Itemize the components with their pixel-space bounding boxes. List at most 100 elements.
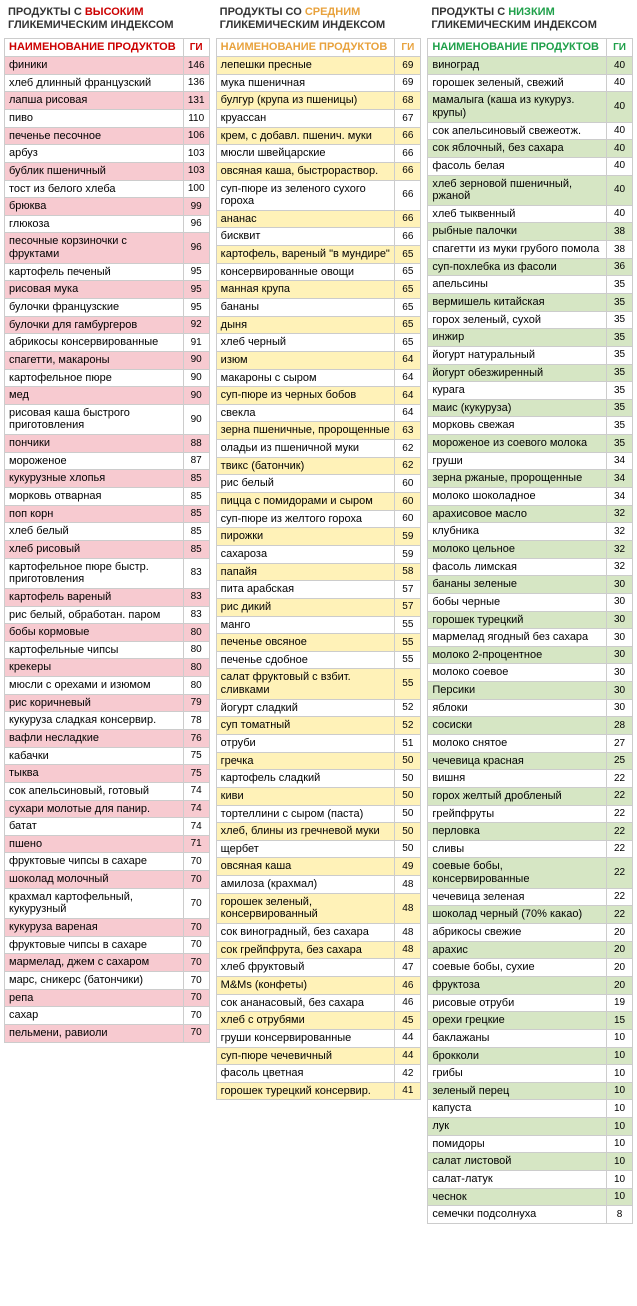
- product-name: горошек зеленый, консервированный: [216, 893, 395, 923]
- product-gi: 55: [395, 669, 421, 699]
- table-row: клубника32: [428, 523, 633, 541]
- table-row: манго55: [216, 616, 421, 634]
- table-row: тост из белого хлеба100: [5, 180, 210, 198]
- product-gi: 85: [183, 540, 209, 558]
- product-name: горошек турецкий консервир.: [216, 1082, 395, 1100]
- table-row: грейпфруты22: [428, 805, 633, 823]
- table-row: мармелад, джем с сахаром70: [5, 954, 210, 972]
- table-row: абрикосы свежие20: [428, 924, 633, 942]
- table-row: фасоль цветная42: [216, 1065, 421, 1083]
- table-row: суп-похлебка из фасоли36: [428, 258, 633, 276]
- table-row: апельсины35: [428, 276, 633, 294]
- product-gi: 50: [395, 840, 421, 858]
- product-name: хлеб белый: [5, 523, 184, 541]
- product-name: бобы черные: [428, 593, 607, 611]
- product-gi: 10: [607, 1188, 633, 1206]
- product-name: курага: [428, 382, 607, 400]
- product-name: сок грейпфрута, без сахара: [216, 941, 395, 959]
- product-name: печенье овсяное: [216, 634, 395, 652]
- product-name: молоко снятое: [428, 735, 607, 753]
- product-name: лапша рисовая: [5, 92, 184, 110]
- columns-container: ПРОДУКТЫ С ВЫСОКИМ ГЛИКЕМИЧЕСКИМ ИНДЕКСО…: [4, 4, 633, 1224]
- table-row: овсяная каша, быстрораствор.66: [216, 162, 421, 180]
- table-row: лепешки пресные69: [216, 57, 421, 75]
- product-name: ананас: [216, 210, 395, 228]
- product-name: круассан: [216, 109, 395, 127]
- table-row: йогурт обезжиренный35: [428, 364, 633, 382]
- table-row: хлеб фруктовый47: [216, 959, 421, 977]
- product-name: M&Ms (конфеты): [216, 976, 395, 994]
- product-gi: 30: [607, 593, 633, 611]
- table-row: сахароза59: [216, 545, 421, 563]
- product-gi: 59: [395, 528, 421, 546]
- table-row: суп-пюре из черных бобов64: [216, 387, 421, 405]
- product-name: сахар: [5, 1007, 184, 1025]
- table-row: киви50: [216, 787, 421, 805]
- table-row: брокколи10: [428, 1047, 633, 1065]
- table-row: брюква99: [5, 198, 210, 216]
- product-name: хлеб черный: [216, 334, 395, 352]
- table-row: мед90: [5, 387, 210, 405]
- product-name: песочные корзиночки с фруктами: [5, 233, 184, 263]
- product-gi: 70: [183, 954, 209, 972]
- product-gi: 78: [183, 712, 209, 730]
- product-name: фасоль белая: [428, 157, 607, 175]
- product-gi: 34: [607, 470, 633, 488]
- product-gi: 30: [607, 611, 633, 629]
- table-row: картофельные чипсы80: [5, 641, 210, 659]
- product-name: поп корн: [5, 505, 184, 523]
- product-gi: 60: [395, 510, 421, 528]
- product-gi: 66: [395, 210, 421, 228]
- table-row: тыква75: [5, 765, 210, 783]
- table-row: суп-пюре из желтого гороха60: [216, 510, 421, 528]
- product-gi: 85: [183, 470, 209, 488]
- product-gi: 110: [183, 109, 209, 127]
- product-name: вафли несладкие: [5, 730, 184, 748]
- table-row: фасоль лимская32: [428, 558, 633, 576]
- table-row: чечевица зеленая22: [428, 888, 633, 906]
- table-row: печенье сдобное55: [216, 651, 421, 669]
- product-name: бисквит: [216, 228, 395, 246]
- table-row: поп корн85: [5, 505, 210, 523]
- product-name: бананы: [216, 298, 395, 316]
- product-gi: 95: [183, 263, 209, 281]
- product-gi: 99: [183, 198, 209, 216]
- product-name: морковь свежая: [428, 417, 607, 435]
- product-gi: 85: [183, 505, 209, 523]
- product-gi: 30: [607, 646, 633, 664]
- table-row: рис белый, обработан. паром83: [5, 606, 210, 624]
- table-row: картофель вареный83: [5, 588, 210, 606]
- table-row: рисовая каша быстрого приготовления90: [5, 404, 210, 434]
- product-gi: 36: [607, 258, 633, 276]
- gi-column-2: ПРОДУКТЫ С НИЗКИМ ГЛИКЕМИЧЕСКИМ ИНДЕКСОМ…: [427, 4, 633, 1224]
- product-gi: 40: [607, 57, 633, 75]
- product-name: кукуруза сладкая консервир.: [5, 712, 184, 730]
- table-row: груши34: [428, 452, 633, 470]
- table-row: финики146: [5, 57, 210, 75]
- product-gi: 49: [395, 858, 421, 876]
- table-row: манная крупа65: [216, 281, 421, 299]
- product-gi: 64: [395, 404, 421, 422]
- product-name: инжир: [428, 329, 607, 347]
- table-row: булочки французские95: [5, 298, 210, 316]
- product-name: картофельное пюре: [5, 369, 184, 387]
- product-name: булочки для гамбургеров: [5, 316, 184, 334]
- product-name: картофельное пюре быстр. приготовления: [5, 558, 184, 588]
- table-row: салат фруктовый с взбит. сливками55: [216, 669, 421, 699]
- table-row: йогурт сладкий52: [216, 699, 421, 717]
- table-row: хлеб зерновой пшеничный, ржаной40: [428, 175, 633, 205]
- table-row: овсяная каша49: [216, 858, 421, 876]
- product-gi: 20: [607, 976, 633, 994]
- product-name: тортеллини с сыром (паста): [216, 805, 395, 823]
- product-gi: 68: [395, 92, 421, 110]
- header-name: НАИМЕНОВАНИЕ ПРОДУКТОВ: [216, 39, 395, 57]
- table-row: курага35: [428, 382, 633, 400]
- product-gi: 40: [607, 92, 633, 122]
- table-row: кукуруза вареная70: [5, 919, 210, 937]
- product-gi: 10: [607, 1029, 633, 1047]
- product-gi: 71: [183, 835, 209, 853]
- table-row: амилоза (крахмал)48: [216, 876, 421, 894]
- product-gi: 92: [183, 316, 209, 334]
- product-name: хлеб, блины из гречневой муки: [216, 823, 395, 841]
- table-row: булочки для гамбургеров92: [5, 316, 210, 334]
